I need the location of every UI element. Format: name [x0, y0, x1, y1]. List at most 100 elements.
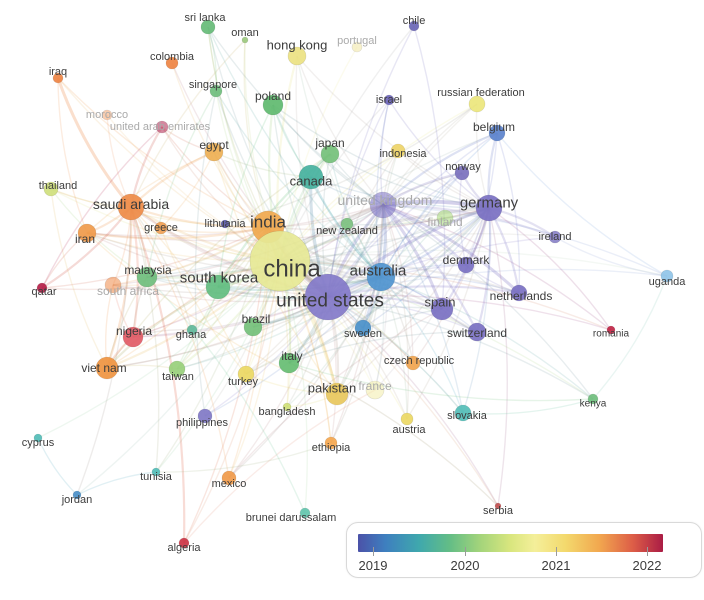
node-nigeria[interactable] — [122, 326, 144, 348]
node-finland[interactable] — [436, 209, 454, 227]
node-norway[interactable] — [454, 165, 470, 181]
label-lithuania[interactable]: lithuania — [205, 218, 247, 230]
label-russian-federation[interactable]: russian federation — [437, 87, 524, 99]
node-germany[interactable] — [475, 194, 503, 222]
label-turkey[interactable]: turkey — [228, 376, 258, 388]
node-ireland[interactable] — [548, 230, 562, 244]
node-canada[interactable] — [298, 164, 324, 190]
node-ghana[interactable] — [186, 324, 198, 336]
node-hong-kong[interactable] — [287, 46, 307, 66]
label-slovakia[interactable]: slovakia — [447, 410, 488, 422]
label-viet-nam[interactable]: viet nam — [81, 361, 126, 375]
label-egypt[interactable]: egypt — [199, 138, 229, 152]
label-japan[interactable]: japan — [314, 136, 344, 150]
node-viet-nam[interactable] — [95, 356, 119, 380]
node-thailand[interactable] — [43, 181, 59, 197]
label-nigeria[interactable]: nigeria — [116, 324, 152, 338]
label-south-korea[interactable]: south korea — [180, 270, 259, 287]
node-algeria[interactable] — [178, 537, 190, 549]
node-uganda[interactable] — [660, 269, 674, 283]
node-indonesia[interactable] — [390, 143, 406, 159]
node-south-africa[interactable] — [104, 276, 122, 294]
node-philippines[interactable] — [197, 408, 213, 424]
node-switzerland[interactable] — [467, 322, 487, 342]
label-saudi-arabia[interactable]: saudi arabia — [93, 196, 169, 212]
label-hong-kong[interactable]: hong kong — [267, 38, 328, 53]
node-brunei-darussalam[interactable] — [299, 507, 311, 519]
node-mexico[interactable] — [221, 470, 237, 486]
node-china[interactable] — [249, 230, 311, 292]
node-malaysia[interactable] — [136, 266, 158, 288]
node-spain[interactable] — [430, 297, 454, 321]
node-saudi-arabia[interactable] — [117, 193, 145, 221]
node-south-korea[interactable] — [205, 274, 231, 300]
label-jordan[interactable]: jordan — [61, 494, 93, 506]
node-qatar[interactable] — [36, 282, 48, 294]
label-norway[interactable]: norway — [445, 161, 481, 173]
node-belgium[interactable] — [488, 124, 506, 142]
label-indonesia[interactable]: indonesia — [379, 148, 427, 160]
label-singapore[interactable]: singapore — [189, 79, 237, 91]
label-germany[interactable]: germany — [460, 195, 519, 212]
node-sweden[interactable] — [354, 319, 372, 337]
node-austria[interactable] — [400, 412, 414, 426]
node-netherlands[interactable] — [510, 284, 528, 302]
label-united-states[interactable]: united states — [276, 291, 384, 312]
node-greece[interactable] — [154, 221, 168, 235]
node-portugal[interactable] — [351, 41, 363, 53]
node-egypt[interactable] — [204, 142, 224, 162]
label-ireland[interactable]: ireland — [538, 231, 571, 243]
node-lithuania[interactable] — [220, 219, 230, 229]
node-jordan[interactable] — [72, 490, 82, 500]
label-portugal[interactable]: portugal — [337, 35, 377, 47]
label-greece[interactable]: greece — [144, 222, 178, 234]
node-sri-lanka[interactable] — [200, 19, 216, 35]
label-malaysia[interactable]: malaysia — [124, 263, 172, 277]
node-oman[interactable] — [241, 36, 249, 44]
label-romania[interactable]: romania — [593, 329, 630, 340]
node-brazil[interactable] — [243, 317, 263, 337]
node-colombia[interactable] — [165, 56, 179, 70]
label-iraq[interactable]: iraq — [49, 66, 67, 78]
node-new-zealand[interactable] — [340, 217, 354, 231]
label-china[interactable]: china — [263, 256, 321, 283]
node-israel[interactable] — [383, 94, 395, 106]
label-cyprus[interactable]: cyprus — [22, 437, 55, 449]
node-tunisia[interactable] — [151, 467, 161, 477]
node-japan[interactable] — [320, 144, 340, 164]
label-taiwan[interactable]: taiwan — [162, 371, 194, 383]
label-united-arab-emirates[interactable]: united arab emirates — [110, 121, 211, 133]
label-pakistan[interactable]: pakistan — [308, 381, 356, 396]
node-slovakia[interactable] — [454, 404, 472, 422]
node-romania[interactable] — [606, 325, 616, 335]
label-brunei-darussalam[interactable]: brunei darussalam — [246, 512, 337, 524]
label-uganda[interactable]: uganda — [649, 276, 687, 288]
node-australia[interactable] — [366, 262, 396, 292]
label-thailand[interactable]: thailand — [39, 180, 78, 192]
label-austria[interactable]: austria — [392, 424, 426, 436]
label-bangladesh[interactable]: bangladesh — [259, 406, 316, 418]
label-sri-lanka[interactable]: sri lanka — [185, 12, 227, 24]
label-finland[interactable]: finland — [427, 215, 462, 229]
label-tunisia[interactable]: tunisia — [140, 471, 173, 483]
node-united-arab-emirates[interactable] — [155, 120, 169, 134]
node-cyprus[interactable] — [33, 433, 43, 443]
label-qatar[interactable]: qatar — [31, 286, 56, 298]
label-united-kingdom[interactable]: united kingdom — [338, 192, 433, 208]
node-chile[interactable] — [408, 20, 420, 32]
label-italy[interactable]: italy — [281, 349, 302, 363]
node-czech-republic[interactable] — [405, 355, 421, 371]
label-philippines[interactable]: philippines — [176, 417, 228, 429]
label-oman[interactable]: oman — [231, 27, 259, 39]
node-singapore[interactable] — [209, 84, 223, 98]
node-russian-federation[interactable] — [468, 95, 486, 113]
label-denmark[interactable]: denmark — [443, 253, 491, 267]
label-spain[interactable]: spain — [424, 295, 455, 310]
label-south-africa[interactable]: south africa — [97, 284, 159, 298]
node-bangladesh[interactable] — [282, 402, 292, 412]
node-kenya[interactable] — [587, 393, 599, 405]
label-brazil[interactable]: brazil — [242, 312, 271, 326]
label-australia[interactable]: australia — [350, 263, 407, 280]
label-ghana[interactable]: ghana — [176, 329, 207, 341]
